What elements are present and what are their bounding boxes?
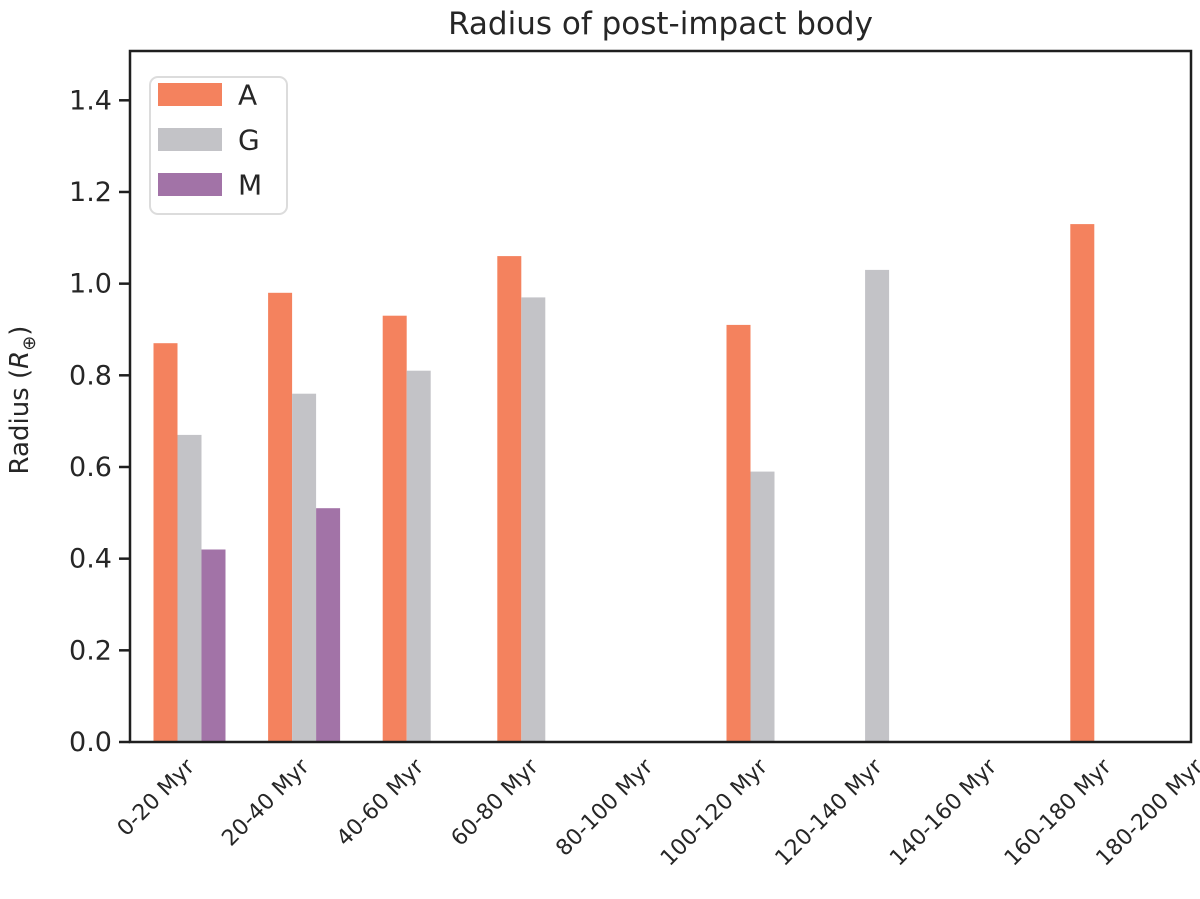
plot-frame xyxy=(128,49,1193,744)
bar-G-0-20-Myr xyxy=(177,434,202,742)
y-tick-label: 0.2 xyxy=(69,635,112,666)
y-axis: 0.0 0.2 0.4 0.6 0.8 1.0 1.2 1.4 xyxy=(69,85,130,758)
bars-group xyxy=(153,224,1095,743)
y-tick-label: 1.2 xyxy=(69,177,112,208)
legend-swatch-M xyxy=(158,173,222,196)
y-tick-label: 0.4 xyxy=(69,544,112,575)
bar-A-40-60-Myr xyxy=(382,315,407,742)
legend-swatch-A xyxy=(158,83,222,106)
bar-A-160-180-Myr xyxy=(1070,224,1095,743)
bar-A-60-80-Myr xyxy=(497,256,522,742)
bar-G-60-80-Myr xyxy=(521,297,546,742)
legend-swatch-G xyxy=(158,128,222,151)
legend-label-A: A xyxy=(238,79,257,112)
bar-G-120-140-Myr xyxy=(865,269,890,742)
bar-A-20-40-Myr xyxy=(268,292,293,742)
bar-M-0-20-Myr xyxy=(201,549,226,742)
bar-G-20-40-Myr xyxy=(292,393,317,742)
legend: AGM xyxy=(149,76,288,215)
bar-G-100-120-Myr xyxy=(750,471,775,742)
y-tick-label: 0.6 xyxy=(69,452,112,483)
y-axis-label: Radius (R⊕) xyxy=(5,326,40,475)
chart-title: Radius of post-impact body xyxy=(448,6,873,42)
y-tick-label: 0.0 xyxy=(69,727,112,758)
bar-A-100-120-Myr xyxy=(726,324,751,742)
y-tick-label: 0.8 xyxy=(69,360,112,391)
y-tick-label: 1.4 xyxy=(69,85,112,116)
y-tick-label: 1.0 xyxy=(69,269,112,300)
bar-G-40-60-Myr xyxy=(406,370,431,742)
legend-label-M: M xyxy=(238,169,262,202)
bar-M-20-40-Myr xyxy=(316,508,341,742)
bar-A-0-20-Myr xyxy=(153,343,178,742)
legend-label-G: G xyxy=(238,124,260,157)
